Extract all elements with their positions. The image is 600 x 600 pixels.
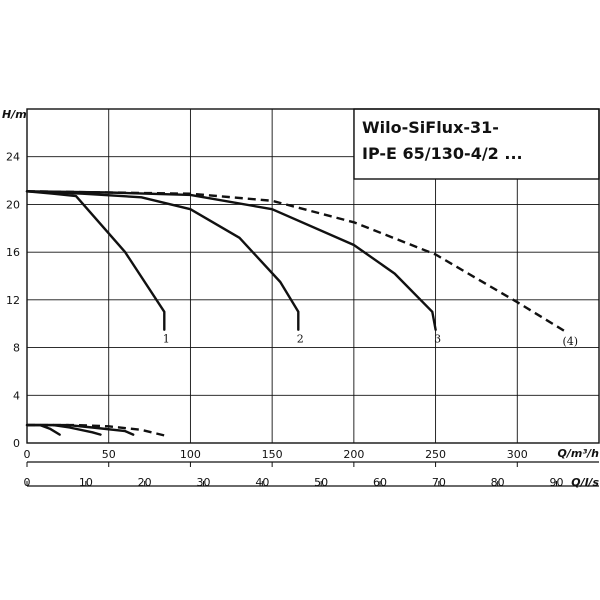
y-tick-label: 24 bbox=[6, 151, 20, 164]
x2-tick-label: 50 bbox=[314, 476, 328, 489]
plot-border bbox=[26, 108, 600, 444]
x-tick-label: 0 bbox=[24, 448, 31, 461]
x-tick-label: 100 bbox=[180, 448, 201, 461]
x-tick-label: 200 bbox=[343, 448, 364, 461]
curve-label-2: 2 bbox=[297, 333, 304, 346]
x-axis-secondary: 0 10 20 30 40 50 60 70 80 90 bbox=[24, 476, 599, 489]
chart-title-line-1: Wilo-SiFlux-31- bbox=[362, 118, 499, 137]
x2-tick-label: 0 bbox=[24, 476, 31, 489]
x-axis-primary: 0 50 100 150 200 250 300 bbox=[24, 448, 599, 467]
curve-label-3: 3 bbox=[434, 333, 441, 346]
x-axis-title: Q/m³/h bbox=[558, 447, 600, 460]
curve-8 bbox=[27, 423, 167, 437]
x2-tick-label: 40 bbox=[255, 476, 269, 489]
curve-1 bbox=[25, 190, 166, 331]
curve-label-1: 1 bbox=[163, 333, 170, 346]
y-tick-label: 16 bbox=[6, 246, 20, 259]
x-tick-label: 150 bbox=[262, 448, 283, 461]
x2-axis-title: Q/l/s bbox=[571, 476, 599, 489]
x2-tick-label: 90 bbox=[550, 476, 564, 489]
curve-label-4: (4) bbox=[563, 335, 579, 348]
y-tick-label: 0 bbox=[13, 437, 20, 450]
plot-frame bbox=[26, 108, 600, 444]
title-box: Wilo-SiFlux-31- IP-E 65/130-4/2 ... bbox=[353, 108, 600, 180]
curves bbox=[25, 190, 567, 437]
x2-tick-label: 10 bbox=[79, 476, 93, 489]
y-tick-label: 8 bbox=[13, 342, 20, 355]
curve-3 bbox=[25, 190, 437, 331]
y-axis-title: H/m bbox=[2, 108, 27, 121]
y-tick-label: 12 bbox=[6, 294, 20, 307]
y-tick-labels: 0 4 8 12 16 20 24 bbox=[6, 151, 20, 450]
curve-2 bbox=[25, 190, 300, 331]
x-tick-label: 300 bbox=[507, 448, 528, 461]
x2-tick-label: 80 bbox=[491, 476, 505, 489]
x-tick-label: 50 bbox=[102, 448, 116, 461]
x-tick-label: 250 bbox=[425, 448, 446, 461]
y-tick-label: 20 bbox=[6, 198, 20, 211]
x2-tick-label: 20 bbox=[138, 476, 152, 489]
x2-tick-label: 60 bbox=[373, 476, 387, 489]
curve-4 bbox=[26, 190, 567, 334]
y-tick-label: 4 bbox=[13, 389, 20, 402]
x2-tick-label: 70 bbox=[432, 476, 446, 489]
x2-tick-label: 30 bbox=[197, 476, 211, 489]
chart-title-line-2: IP-E 65/130-4/2 ... bbox=[362, 144, 523, 163]
curve-labels: 1 2 3 (4) bbox=[163, 333, 578, 348]
